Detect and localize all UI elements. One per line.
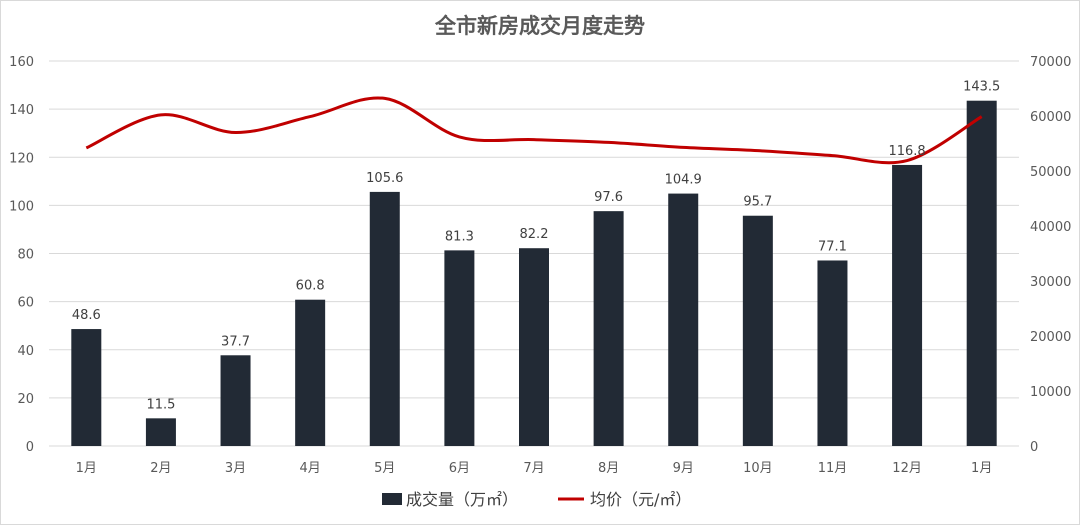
bar [892,164,923,446]
x-axis-tick-label: 2月 [150,461,171,476]
right-axis-tick-label: 10000 [1030,385,1071,400]
bar [742,215,773,446]
legend-line-label: 均价（元/㎡） [590,490,691,509]
x-axis-tick-label: 5月 [374,461,395,476]
left-axis-tick-label: 100 [9,199,34,214]
bar-value-label: 143.5 [963,80,1000,95]
bar [145,418,176,446]
bar [220,355,251,446]
bar-value-label: 48.6 [72,308,101,323]
bar-value-label: 82.2 [520,227,549,242]
bar-value-label: 37.7 [221,334,250,349]
bar-value-label: 104.9 [665,173,702,188]
bar [369,191,400,446]
right-axis-ticks: 0 10000 20000 30000 40000 50000 60000 70000 [1030,55,1071,455]
left-axis-ticks: 0 20 40 60 80 100 120 140 160 [9,55,34,455]
right-axis-tick-label: 60000 [1030,110,1071,125]
x-axis-tick-label: 11月 [818,461,848,476]
bar-value-label: 11.5 [146,397,175,412]
left-axis-tick-label: 20 [17,392,34,407]
line-series [85,96,983,165]
bar [295,299,326,446]
right-axis-tick-label: 40000 [1030,220,1071,235]
bar-value-label: 97.6 [594,190,623,205]
right-axis-tick-label: 30000 [1030,275,1071,290]
bar-value-label: 105.6 [366,171,403,186]
bar [71,329,102,446]
x-axis-tick-label: 4月 [300,461,321,476]
bar-value-label: 116.8 [888,144,925,159]
bar [817,260,848,446]
bar [593,211,624,446]
bar [668,193,699,446]
bar-value-label: 81.3 [445,229,474,244]
left-axis-tick-label: 40 [17,344,34,359]
legend-bar-swatch [382,493,402,505]
right-axis-tick-label: 50000 [1030,165,1071,180]
chart-title: 全市新房成交月度走势 [434,14,645,38]
left-axis-tick-label: 160 [9,55,34,70]
data-labels: 48.6 11.5 37.7 60.8 105.6 81.3 82.2 97.6 104.9 95… [72,80,1000,413]
x-axis-tick-label: 8月 [598,461,619,476]
price-line [85,96,983,165]
legend-bar-label: 成交量（万㎡） [406,490,518,509]
right-axis-tick-label: 70000 [1030,55,1071,70]
bar-value-label: 77.1 [818,239,847,254]
bar [966,100,997,446]
bar [519,248,549,446]
left-axis-tick-label: 0 [26,440,34,455]
gridlines [49,60,1019,447]
left-axis-tick-label: 80 [17,248,34,263]
x-axis-tick-label: 9月 [673,461,694,476]
bar [444,250,475,446]
x-axis-tick-label: 10月 [743,461,773,476]
bar-value-label: 95.7 [743,195,772,210]
x-axis-tick-label: 3月 [225,461,246,476]
x-axis-tick-label: 6月 [449,461,470,476]
right-axis-tick-label: 0 [1030,440,1038,455]
x-axis-tick-label: 12月 [892,461,922,476]
x-axis-tick-label: 1月 [971,461,992,476]
bar-value-label: 60.8 [296,279,325,294]
legend: 成交量（万㎡） 均价（元/㎡） [382,490,691,509]
bar-series [71,100,997,446]
x-axis-ticks: 1月 2月 3月 4月 5月 6月 7月 8月 9月 10月 11月 12月 1月 [76,461,993,476]
left-axis-tick-label: 140 [9,103,34,118]
x-axis-tick-label: 7月 [523,461,544,476]
left-axis-tick-label: 60 [17,296,34,311]
left-axis-tick-label: 120 [9,151,34,166]
x-axis-tick-label: 1月 [76,461,97,476]
right-axis-tick-label: 20000 [1030,330,1071,345]
